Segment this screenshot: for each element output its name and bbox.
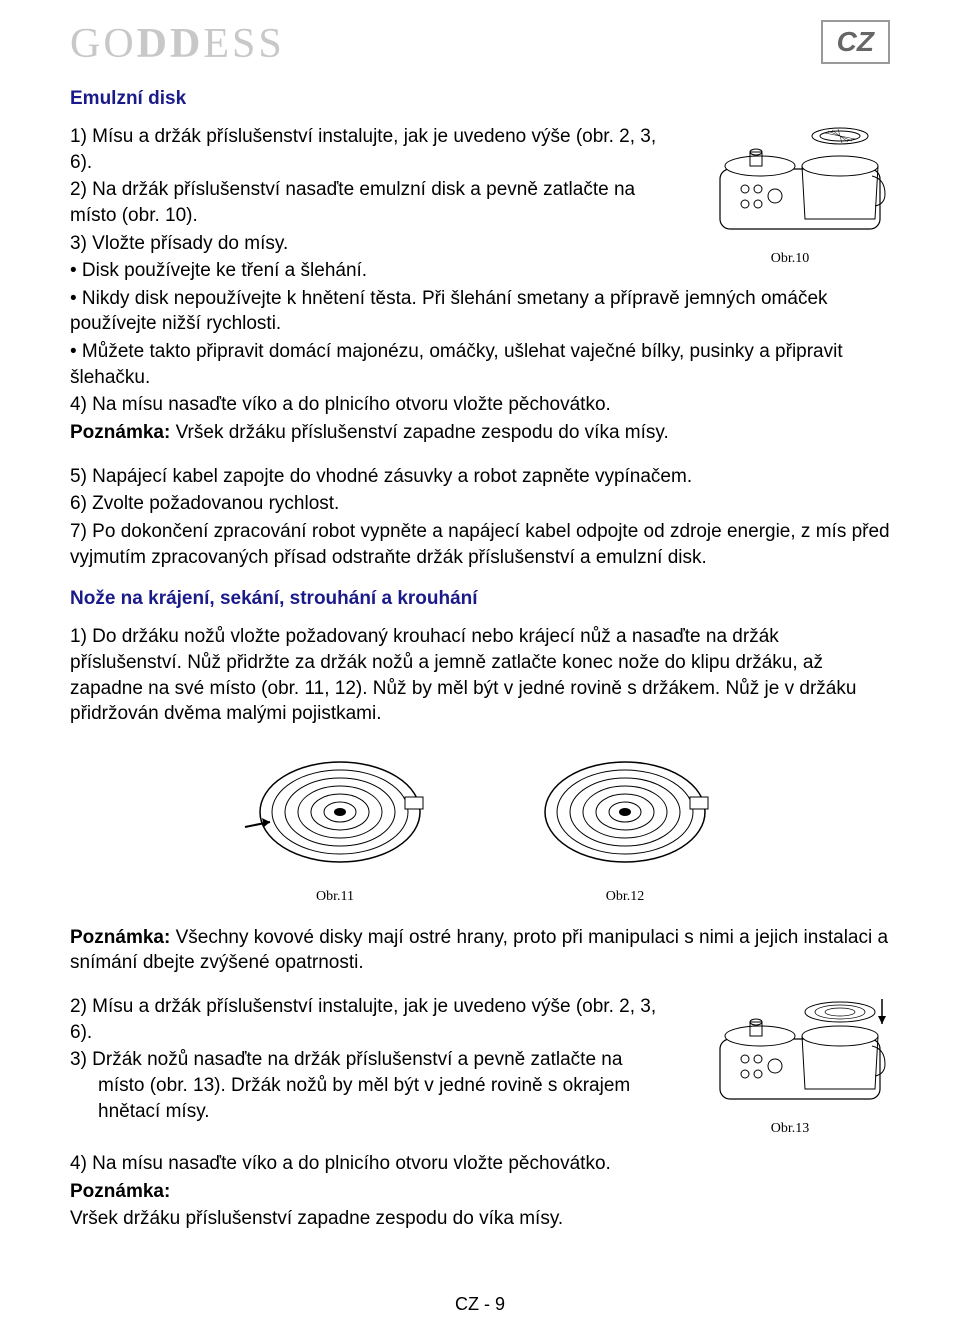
disc-figures-row: Obr.11 Obr.12 bbox=[70, 752, 890, 905]
page-footer: CZ - 9 bbox=[0, 1294, 960, 1315]
language-badge: CZ bbox=[821, 20, 890, 64]
page-header: GODDESS CZ bbox=[70, 20, 890, 68]
s2-p2: Poznámka: Všechny kovové disky mají ostr… bbox=[70, 925, 890, 976]
figure-13: Obr.13 bbox=[690, 994, 890, 1137]
s1-p8: Poznámka: Vršek držáku příslušenství zap… bbox=[70, 420, 890, 446]
s2-p6-label: Poznámka: bbox=[70, 1181, 170, 1202]
s2-p3: 2) Mísu a držák příslušenství instalujte… bbox=[70, 994, 670, 1045]
s1-p8-label: Poznámka: bbox=[70, 422, 170, 443]
s1-p7: 4) Na mísu nasaďte víko a do plnicího ot… bbox=[70, 392, 890, 418]
disc-illustration-12 bbox=[530, 752, 720, 882]
s1-p4: • Disk používejte ke tření a šlehání. bbox=[70, 258, 670, 284]
section1-text-col1: 1) Mísu a držák příslušenství instalujte… bbox=[70, 124, 670, 286]
s1-p11: 7) Po dokončení zpracování robot vypněte… bbox=[70, 519, 890, 570]
section2-title: Nože na krájení, sekání, strouhání a kro… bbox=[70, 588, 890, 610]
s1-p8-text: Vršek držáku příslušenství zapadne zespo… bbox=[170, 422, 668, 443]
s1-p5: • Nikdy disk nepoužívejte k hnětení těst… bbox=[70, 286, 890, 337]
section1-text-col3: 5) Napájecí kabel zapojte do vhodné zásu… bbox=[70, 464, 890, 571]
device-illustration-10 bbox=[690, 124, 890, 244]
s1-p10: 6) Zvolte požadovanou rychlost. bbox=[70, 491, 890, 517]
section1-text-col2: • Nikdy disk nepoužívejte k hnětení těst… bbox=[70, 286, 890, 446]
section2-p1: 1) Do držáku nožů vložte požadovaný krou… bbox=[70, 624, 890, 727]
s1-p2: 2) Na držák příslušenství nasaďte emulzn… bbox=[70, 177, 670, 228]
s2-p2-label: Poznámka: bbox=[70, 927, 170, 948]
section2-body-with-figure: 2) Mísu a držák příslušenství instalujte… bbox=[70, 994, 890, 1137]
section2-tail: 4) Na mísu nasaďte víko a do plnicího ot… bbox=[70, 1151, 890, 1232]
figure-11: Obr.11 bbox=[240, 752, 430, 905]
brand-logo: GODDESS bbox=[70, 20, 285, 68]
figure-12: Obr.12 bbox=[530, 752, 720, 905]
s2-p2-text: Všechny kovové disky mají ostré hrany, p… bbox=[70, 927, 888, 974]
s2-p1: 1) Do držáku nožů vložte požadovaný krou… bbox=[70, 624, 890, 727]
fig12-caption: Obr.12 bbox=[530, 889, 720, 905]
section1-body-with-figure: 1) Mísu a držák příslušenství instalujte… bbox=[70, 124, 890, 286]
s1-p3: 3) Vložte přísady do mísy. bbox=[70, 231, 670, 257]
s2-p5: 4) Na mísu nasaďte víko a do plnicího ot… bbox=[70, 1151, 890, 1177]
disc-illustration-11 bbox=[240, 752, 430, 882]
device-illustration-13 bbox=[690, 994, 890, 1114]
figure-10: Obr.10 bbox=[690, 124, 890, 267]
s1-p9: 5) Napájecí kabel zapojte do vhodné zásu… bbox=[70, 464, 890, 490]
section1-title: Emulzní disk bbox=[70, 88, 890, 110]
s1-p6: • Můžete takto připravit domácí majonézu… bbox=[70, 339, 890, 390]
fig13-caption: Obr.13 bbox=[690, 1121, 890, 1137]
fig11-caption: Obr.11 bbox=[240, 889, 430, 905]
fig10-caption: Obr.10 bbox=[690, 251, 890, 267]
section2-note: Poznámka: Všechny kovové disky mají ostr… bbox=[70, 925, 890, 976]
s2-p6-text: Vršek držáku příslušenství zapadne zespo… bbox=[70, 1206, 890, 1232]
s1-p1: 1) Mísu a držák příslušenství instalujte… bbox=[70, 124, 670, 175]
s2-p4: 3) Držák nožů nasaďte na držák příslušen… bbox=[70, 1047, 670, 1124]
section2-text-col: 2) Mísu a držák příslušenství instalujte… bbox=[70, 994, 670, 1126]
